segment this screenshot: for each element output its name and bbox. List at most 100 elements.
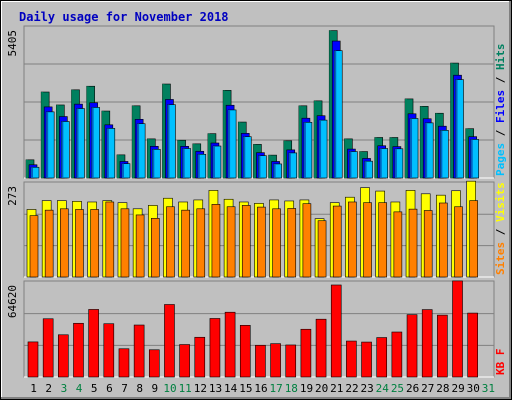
bar-pages-day-18-shade (288, 152, 291, 178)
bar-hits-day-13-shade (207, 133, 210, 178)
bar-sites-day-22 (348, 201, 357, 278)
day-label-26: 26 (406, 382, 419, 395)
bar-kbytes-day-21 (330, 284, 342, 378)
bar-kbytes-day-19 (300, 328, 312, 378)
bar-pages-day-28-shade (440, 130, 443, 178)
bar-sites-day-23 (363, 202, 372, 278)
bar-pages-day-29-shade (455, 79, 458, 178)
day-label-29: 29 (451, 382, 464, 395)
bar-pages-day-9-shade (152, 149, 155, 178)
day-label-10: 10 (163, 382, 176, 395)
bar-sites-day-5 (90, 209, 99, 278)
bar-pages-day-11-shade (182, 148, 185, 178)
bar-hits-day-10-shade (162, 84, 165, 178)
bar-kbytes-day-10 (164, 304, 175, 378)
bar-kbytes-day-29 (452, 280, 463, 378)
bar-kbytes-day-28 (437, 314, 448, 378)
bar-sites-day-7 (120, 208, 130, 278)
bar-hits-day-29-shade (450, 63, 453, 178)
legend-visits: Visits (494, 182, 507, 222)
bar-kbytes-day-4 (73, 322, 84, 378)
day-label-17: 17 (270, 382, 283, 395)
bar-pages-day-1-shade (31, 167, 33, 178)
bar-hits-day-12-shade (192, 143, 195, 178)
day-label-13: 13 (209, 382, 222, 395)
bar-hits-day-17-shade (268, 155, 271, 178)
bar-kbytes-day-1 (27, 341, 39, 378)
bar-sites-day-12 (196, 208, 206, 278)
legend-hits: Hits (494, 44, 507, 71)
day-label-21: 21 (330, 382, 343, 395)
day-label-16: 16 (254, 382, 267, 395)
bar-sites-day-10 (166, 206, 175, 278)
bar-sites-day-6 (105, 201, 115, 278)
bar-sites-day-19 (302, 203, 312, 278)
bar-hits-day-18-shade (283, 140, 286, 178)
legend: KB F (494, 349, 507, 376)
legend-pages: Pages (494, 143, 507, 176)
bar-hits-day-9-shade (147, 138, 150, 178)
bar-kbytes-day-12 (194, 336, 206, 378)
day-label-31: 31 (482, 382, 495, 395)
bar-hits-day-14-shade (223, 90, 226, 178)
bar-pages-day-16-shade (258, 155, 261, 178)
legend-separator: / (494, 222, 507, 242)
bar-kbytes-day-3 (58, 334, 69, 378)
bar-pages-day-10-shade (167, 104, 170, 178)
legend: Sites / Visits (494, 182, 507, 275)
bar-kbytes-day-6 (103, 323, 115, 378)
bar-hits-day-8-shade (132, 105, 135, 178)
day-label-25: 25 (391, 382, 404, 395)
bar-hits-day-6-shade (101, 111, 104, 178)
bar-hits-day-22-shade (344, 138, 347, 178)
bar-kbytes-day-7 (118, 348, 130, 378)
day-label-30: 30 (467, 382, 480, 395)
bar-sites-day-11 (181, 209, 190, 278)
bar-kbytes-day-27 (421, 309, 433, 378)
bar-sites-day-16 (257, 206, 266, 278)
bar-pages-day-21-shade (334, 50, 337, 178)
bar-hits-day-7-shade (116, 154, 119, 178)
legend-sites: Sites (494, 242, 507, 275)
bar-hits-day-15-shade (238, 122, 241, 178)
day-label-11: 11 (179, 382, 192, 395)
bar-sites-day-18 (287, 208, 297, 278)
day-label-5: 5 (91, 382, 98, 395)
bar-pages-day-27-shade (425, 122, 428, 178)
bar-kbytes-day-16 (255, 344, 266, 378)
bar-kbytes-day-25 (391, 331, 403, 378)
day-label-3: 3 (61, 382, 68, 395)
panel-hits-files-pages: 5405 Pages / Files / Hits (6, 25, 507, 179)
bar-kbytes-day-13 (209, 318, 221, 378)
bar-pages-day-13-shade (212, 146, 215, 178)
day-labels: 1 2 3 4 5 6 7 8 9 10 11 12 13 14 15 16 17 18 19 20 21 22 23 24 2… (30, 382, 495, 395)
bar-sites-day-29 (454, 206, 463, 278)
bar-hits-day-19-shade (298, 105, 301, 178)
bar-sites-day-4 (75, 209, 84, 278)
bar-kbytes-day-23 (361, 341, 372, 378)
bar-kbytes-day-2 (42, 318, 54, 378)
bar-sites-day-2 (44, 209, 54, 278)
bar-pages-day-20-shade (319, 120, 322, 178)
bar-kbytes-day-24 (376, 337, 388, 378)
day-label-18: 18 (285, 382, 298, 395)
bar-pages-day-12-shade (197, 154, 200, 178)
legend: Pages / Files / Hits (494, 44, 507, 177)
day-label-28: 28 (436, 382, 449, 395)
bar-pages-day-17-shade (273, 163, 276, 178)
bar-sites-day-17 (272, 208, 281, 278)
bar-pages-day-26-shade (410, 118, 413, 178)
bar-kbytes-day-30 (467, 312, 478, 378)
bar-hits-day-26-shade (405, 98, 408, 178)
bar-pages-day-19-shade (303, 122, 306, 178)
bar-kbytes-day-15 (239, 325, 251, 378)
y-max-label: 273 (6, 186, 19, 206)
bar-sites-day-24 (378, 202, 388, 278)
y-max-label: 5405 (6, 30, 19, 57)
bar-sites-day-13 (211, 204, 221, 278)
day-label-20: 20 (315, 382, 328, 395)
bar-kbytes-day-17 (270, 343, 281, 378)
bar-pages-day-14-shade (228, 109, 231, 178)
